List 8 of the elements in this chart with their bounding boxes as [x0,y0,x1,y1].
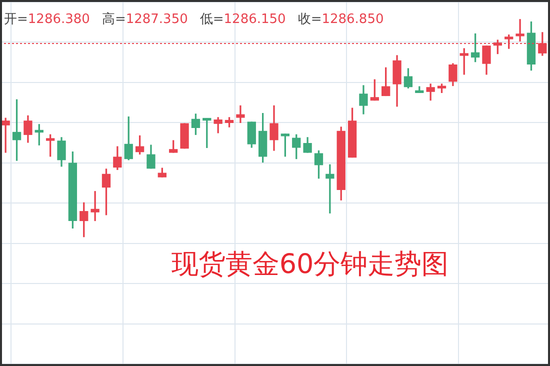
annotation: 低=1286.150 [200,12,286,27]
text: 现货黄金60分钟走势图 [170,248,450,282]
candlestick [180,123,189,149]
candlestick [280,134,290,157]
candlestick [460,48,468,75]
annotation: 收=1286.850 [298,12,384,27]
annotation: 高=1287.350 [102,12,188,27]
annotation: 开=1286.380 [4,12,90,27]
